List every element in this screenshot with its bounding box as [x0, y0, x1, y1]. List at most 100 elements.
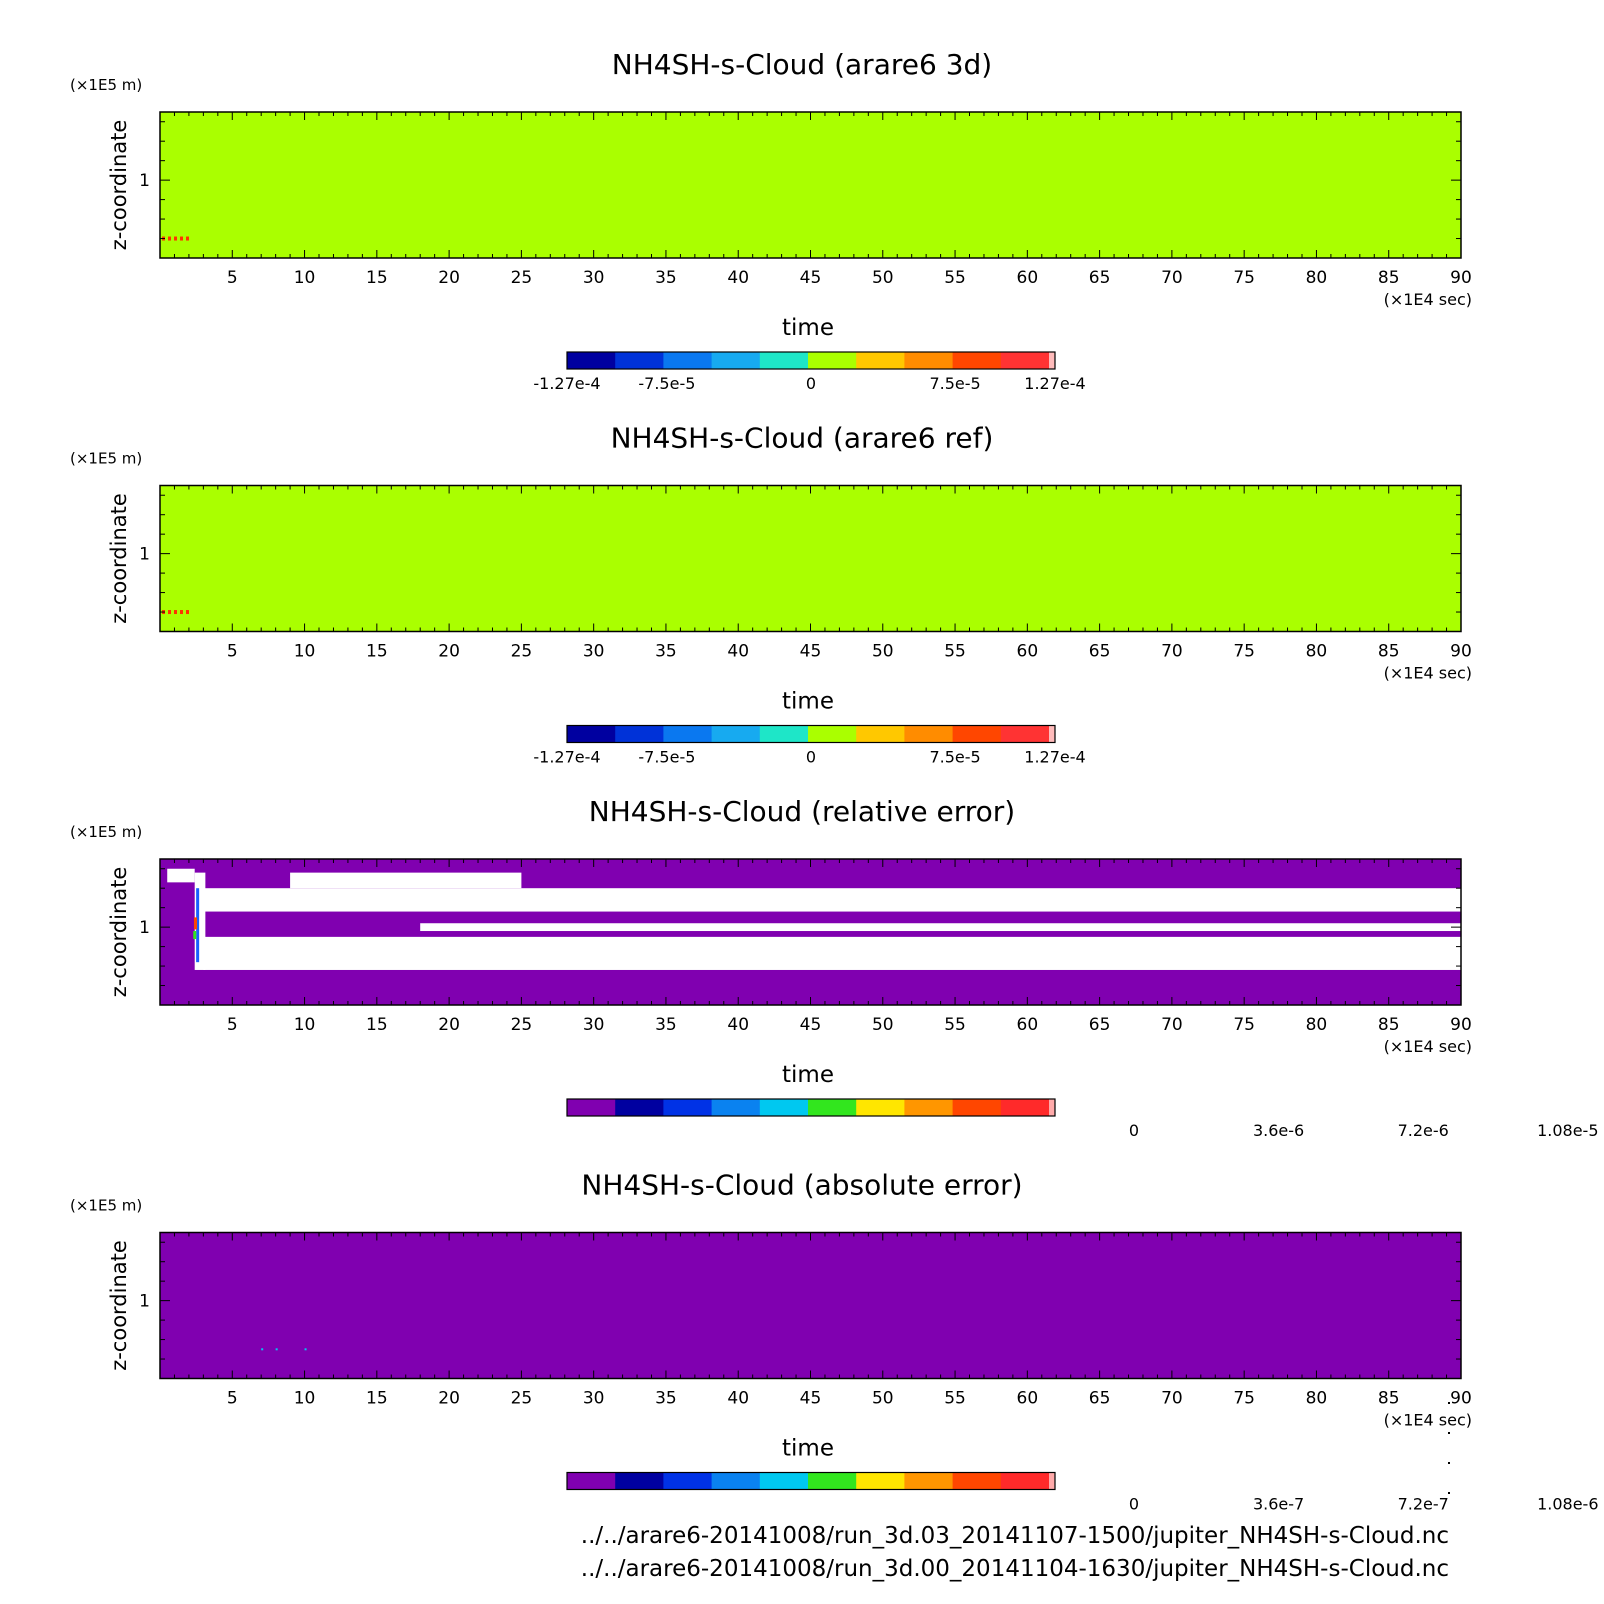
x-tick-label: 40 [727, 1015, 749, 1035]
colorbar-label: 7.5e-5 [929, 374, 980, 393]
y-unit-label: (×1E5 m) [70, 450, 142, 468]
x-tick-label: 75 [1233, 1015, 1255, 1035]
colorbar-segment [759, 352, 809, 369]
y-unit-label: (×1E5 m) [70, 823, 142, 841]
y-unit-label: (×1E5 m) [70, 1197, 142, 1215]
field-background [160, 112, 1461, 258]
x-tick-label: 65 [1089, 642, 1111, 662]
x-tick-label: 75 [1233, 1389, 1255, 1409]
colorbar-label: 7.2e-6 [1398, 1121, 1449, 1140]
x-tick-label: 70 [1161, 1015, 1183, 1035]
colorbar-segment [759, 725, 809, 743]
x-unit-label: (×1E4 sec) [1384, 290, 1472, 309]
colorbar-label: 1.27e-4 [1024, 374, 1085, 393]
x-tick-label: 35 [655, 642, 677, 662]
x-tick-label: 50 [872, 642, 894, 662]
colorbar-segment [1049, 1472, 1055, 1490]
colorbar-segment [904, 1472, 954, 1490]
y-tick-label: 1 [139, 918, 150, 938]
x-tick-label: 30 [583, 1389, 605, 1409]
x-tick-label: 70 [1161, 268, 1183, 288]
colorbar-segment [711, 1472, 761, 1490]
x-tick-label: 15 [366, 1015, 388, 1035]
x-tick-label: 10 [294, 1015, 316, 1035]
y-tick-label: 1 [139, 171, 150, 191]
stray-dot-mark [1448, 1462, 1450, 1464]
x-tick-label: 65 [1089, 1015, 1111, 1035]
x-tick-label: 25 [511, 1015, 533, 1035]
colorbar-segment [808, 725, 857, 743]
x-tick-label: 25 [511, 642, 533, 662]
file-path-2: ../../arare6-20141008/run_3d.00_20141104… [580, 1556, 1449, 1582]
colorbar-segment [1049, 352, 1055, 369]
x-unit-label: (×1E4 sec) [1384, 1037, 1472, 1056]
cloud-signal-mark [186, 610, 189, 615]
x-tick-label: 15 [366, 642, 388, 662]
colorbar-segment [663, 725, 713, 743]
x-tick-label: 55 [944, 1015, 966, 1035]
x-tick-label: 20 [438, 1015, 460, 1035]
x-tick-label: 20 [438, 268, 460, 288]
x-tick-label: 50 [872, 268, 894, 288]
x-axis-label: time [782, 1062, 834, 1088]
colorbar-segment [663, 352, 713, 369]
colorbar-segment [711, 352, 761, 369]
x-tick-label: 5 [227, 1389, 238, 1409]
x-tick-label: 35 [655, 1389, 677, 1409]
error-spike-mark [196, 888, 200, 963]
colorbar-segment [615, 1472, 664, 1490]
x-unit-label: (×1E4 sec) [1384, 1411, 1472, 1430]
y-tick-label: 1 [139, 1292, 150, 1312]
colorbar-segment [904, 725, 954, 743]
x-tick-label: 50 [872, 1389, 894, 1409]
colorbar-label: 0 [1129, 1121, 1139, 1140]
colorbar-segment [663, 1472, 713, 1490]
x-tick-label: 30 [583, 642, 605, 662]
colorbar-segment [759, 1472, 809, 1490]
colorbar-segment [615, 725, 664, 743]
x-tick-label: 75 [1233, 642, 1255, 662]
x-tick-label: 60 [1017, 1389, 1039, 1409]
x-tick-label: 85 [1378, 1389, 1400, 1409]
x-tick-label: 60 [1017, 642, 1039, 662]
x-tick-label: 50 [872, 1015, 894, 1035]
error-speck-mark [275, 1348, 278, 1351]
x-tick-label: 45 [800, 1389, 822, 1409]
field-background [160, 485, 1461, 632]
x-tick-label: 45 [800, 268, 822, 288]
y-unit-label: (×1E5 m) [70, 76, 142, 94]
x-unit-label: (×1E4 sec) [1384, 664, 1472, 683]
error-speck-mark [261, 1348, 264, 1351]
x-tick-label: 10 [294, 1389, 316, 1409]
x-tick-label: 15 [366, 1389, 388, 1409]
y-axis-label: z-coordinate [107, 493, 131, 624]
panel-title: NH4SH-s-Cloud (arare6 3d) [612, 48, 992, 81]
colorbar-frame [566, 351, 1056, 370]
x-tick-label: 70 [1161, 1389, 1183, 1409]
x-tick-label: 10 [294, 268, 316, 288]
colorbar-segment [711, 1099, 761, 1116]
undefined-region [290, 872, 522, 889]
cloud-signal-mark [174, 236, 177, 241]
colorbar-segment [904, 352, 954, 369]
colorbar-segment [856, 352, 905, 369]
colorbar-segment [567, 725, 616, 743]
panel-title: NH4SH-s-Cloud (arare6 ref) [611, 422, 994, 455]
colorbar-segment [856, 1472, 905, 1490]
colorbar-segment [952, 1099, 1002, 1116]
x-tick-label: 90 [1450, 642, 1472, 662]
colorbar-label: -1.27e-4 [533, 748, 600, 767]
colorbar-segment [567, 1099, 616, 1116]
x-tick-label: 65 [1089, 1389, 1111, 1409]
undefined-region [194, 872, 206, 970]
colorbar-segment [567, 1472, 616, 1490]
x-tick-label: 5 [227, 268, 238, 288]
cloud-signal-mark [180, 610, 183, 615]
colorbar-segment [1049, 1099, 1055, 1116]
x-tick-label: 15 [366, 268, 388, 288]
x-tick-label: 40 [727, 268, 749, 288]
panel-2: NH4SH-s-Cloud (arare6 ref) (×1E5 m) z-coor… [70, 422, 1472, 767]
colorbar-segment [567, 352, 616, 369]
colorbar-segment [663, 1099, 713, 1116]
